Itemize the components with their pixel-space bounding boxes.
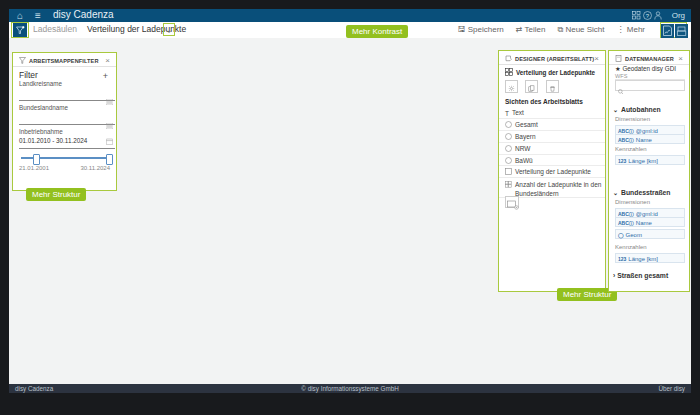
- svg-text:?: ?: [646, 13, 650, 19]
